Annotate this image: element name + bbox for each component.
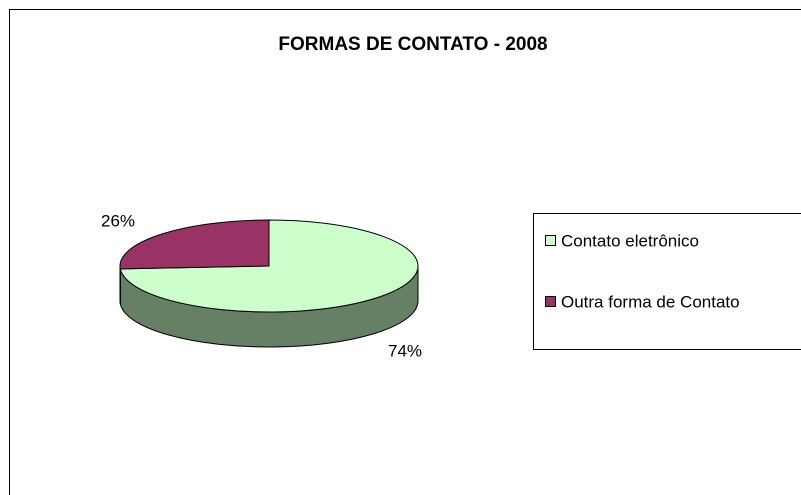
legend-swatch	[545, 296, 556, 307]
pie-slice	[119, 219, 270, 270]
legend-label: Contato eletrônico	[561, 231, 699, 250]
legend-swatch	[545, 235, 556, 246]
data-label: 74%	[388, 341, 422, 360]
legend-label: Outra forma de Contato	[561, 292, 740, 311]
legend-box	[533, 213, 801, 350]
chart-title: FORMAS DE CONTATO - 2008	[278, 34, 547, 55]
data-label: 26%	[101, 211, 135, 230]
